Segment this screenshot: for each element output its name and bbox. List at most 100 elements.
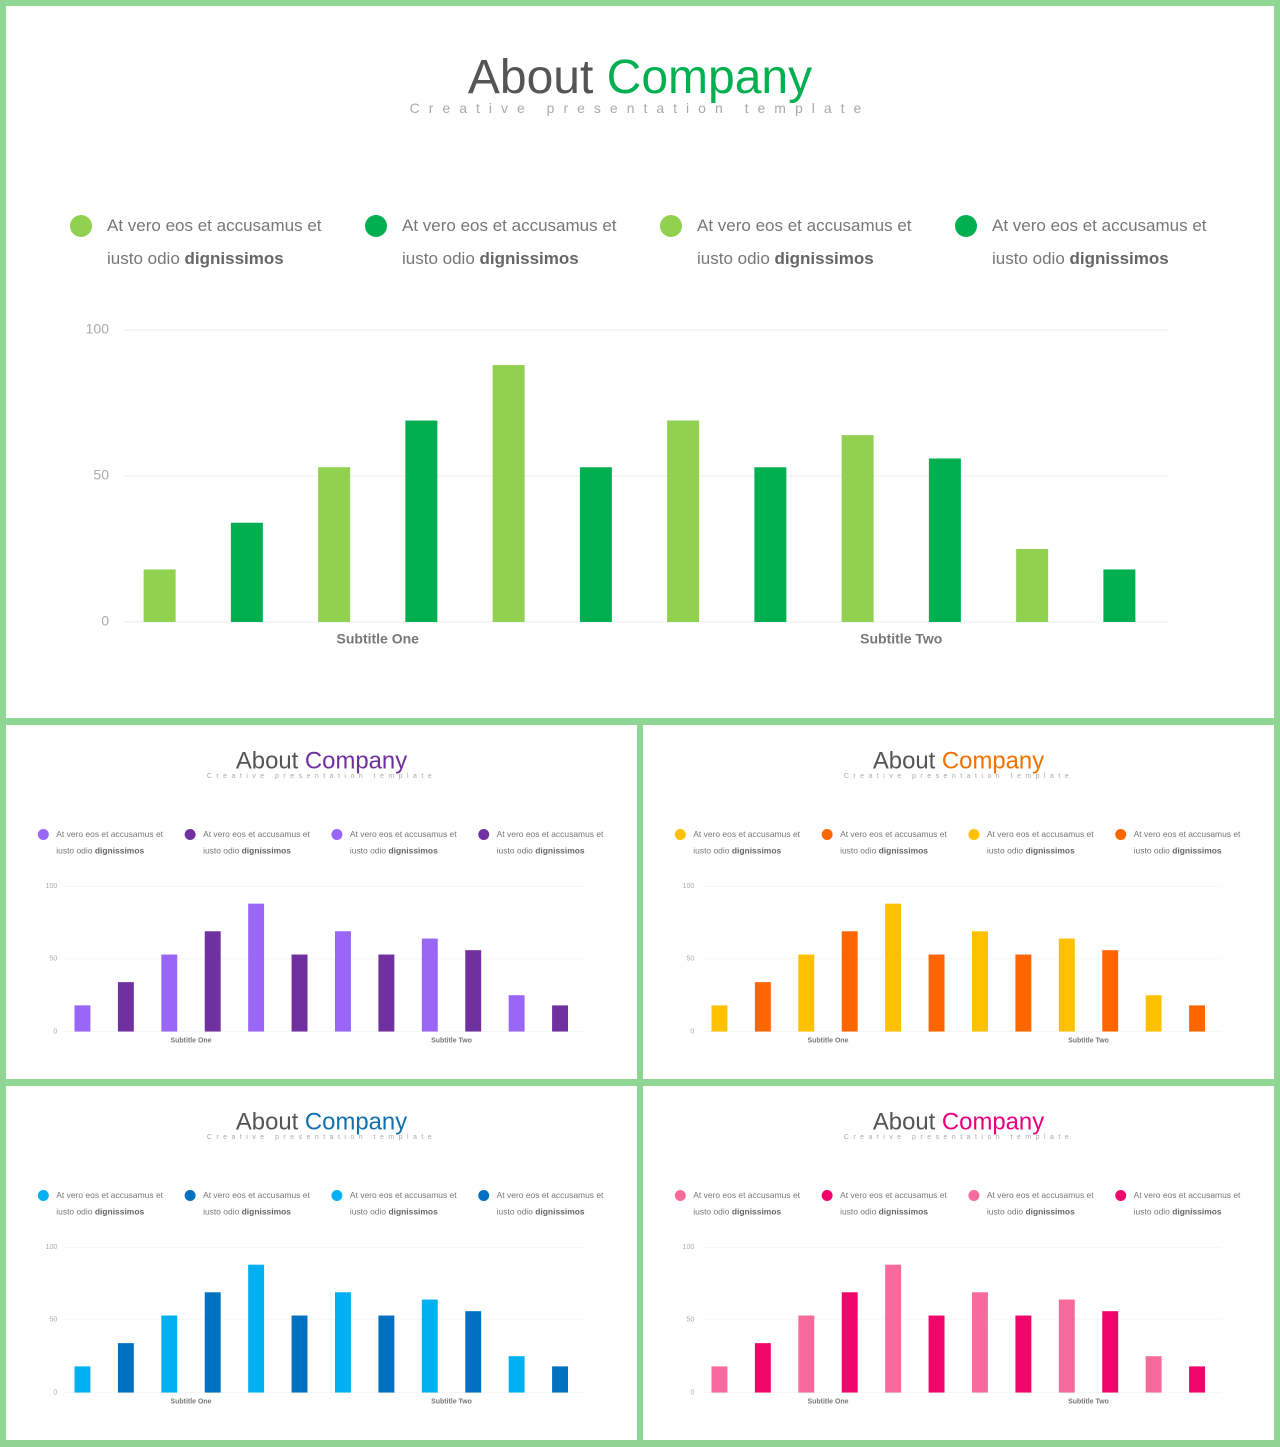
- legend-item: At vero eos et accusamus et iusto odio d…: [478, 1187, 616, 1220]
- legend-item: At vero eos et accusamus et iusto odio d…: [37, 826, 175, 859]
- slide-frame: About Company Creative presentation templ…: [6, 725, 637, 1079]
- legend-text: At vero eos et accusamus et iusto odio d…: [203, 1187, 315, 1220]
- legend-label: At vero eos et accusamus et iusto odio: [1133, 1190, 1241, 1217]
- bar: [1102, 950, 1119, 1032]
- bar: [334, 931, 351, 1032]
- legend-bold: dignissimos: [1025, 1206, 1075, 1217]
- legend-item: At vero eos et accusamus et iusto odio d…: [331, 826, 469, 859]
- bar: [1015, 954, 1032, 1032]
- title-accent: Company: [606, 51, 813, 104]
- bar: [971, 931, 988, 1032]
- y-tick-label: 100: [683, 883, 695, 890]
- bar: [928, 458, 961, 622]
- legend-label: At vero eos et accusamus et iusto odio: [349, 829, 457, 856]
- legend-dot: [478, 1190, 490, 1201]
- legend-item: At vero eos et accusamus et iusto odio d…: [955, 209, 1232, 275]
- bar: [885, 903, 902, 1032]
- bar: [405, 420, 438, 622]
- legend-text: At vero eos et accusamus et iusto odio d…: [987, 1187, 1099, 1220]
- y-tick-label: 100: [46, 883, 58, 890]
- legend-text: At vero eos et accusamus et iusto odio d…: [56, 826, 168, 859]
- legend-dot: [37, 829, 49, 840]
- bar: [74, 1366, 91, 1393]
- bar: [667, 420, 700, 622]
- legend-label: At vero eos et accusamus et iusto odio: [56, 829, 164, 856]
- title-text: About: [235, 1108, 299, 1135]
- bar: [334, 1292, 351, 1393]
- slide: About Company Creative presentation templ…: [6, 1086, 637, 1440]
- bar: [928, 1315, 945, 1393]
- y-tick-label: 0: [690, 1389, 694, 1396]
- bar: [1102, 1311, 1119, 1393]
- bar: [552, 1005, 569, 1032]
- slide-subtitle: Creative presentation template: [206, 1132, 437, 1141]
- bar: [117, 982, 134, 1032]
- legend-label: At vero eos et accusamus et iusto odio: [840, 1190, 947, 1217]
- bar: [1189, 1005, 1206, 1032]
- bar: [1145, 1356, 1162, 1393]
- y-tick-label: 50: [50, 1317, 58, 1324]
- bar: [711, 1005, 728, 1032]
- legend-label: At vero eos et accusamus et iusto odio: [203, 1190, 310, 1217]
- bar: [552, 1366, 569, 1393]
- legend-item: At vero eos et accusamus et iusto odio d…: [365, 209, 642, 275]
- x-tick-label: Subtitle One: [337, 631, 420, 647]
- legend-dot: [184, 1190, 196, 1201]
- slide-subtitle: Creative presentation template: [409, 100, 871, 116]
- legend-item: At vero eos et accusamus et iusto odio d…: [968, 826, 1106, 859]
- legend-dot: [365, 215, 387, 237]
- bar: [421, 1299, 438, 1393]
- legend-bold: dignissimos: [774, 249, 874, 268]
- legend-label: At vero eos et accusamus et iusto odio: [203, 829, 310, 856]
- legend-bold: dignissimos: [535, 845, 585, 856]
- bar: [204, 1292, 221, 1393]
- legend-label: At vero eos et accusamus et iusto odio: [402, 216, 617, 268]
- bar: [117, 1343, 134, 1393]
- legend-bold: dignissimos: [1172, 845, 1222, 856]
- title-accent: Company: [304, 1108, 408, 1135]
- legend-text: At vero eos et accusamus et iusto odio d…: [693, 826, 805, 859]
- slide: About Company Creative presentation templ…: [6, 725, 637, 1079]
- legend-item: At vero eos et accusamus et iusto odio d…: [1115, 826, 1253, 859]
- legend-dot: [955, 215, 977, 237]
- legend-label: At vero eos et accusamus et iusto odio: [697, 216, 912, 268]
- bar: [711, 1366, 728, 1393]
- bar: [421, 938, 438, 1032]
- legend-text: At vero eos et accusamus et iusto odio d…: [497, 1187, 609, 1220]
- legend-bold: dignissimos: [731, 845, 782, 856]
- title-text: About: [872, 747, 936, 774]
- title-accent: Company: [941, 747, 1045, 774]
- legend-bold: dignissimos: [388, 845, 438, 856]
- legend-label: At vero eos et accusamus et iusto odio: [986, 1190, 1094, 1217]
- bar: [318, 467, 351, 622]
- chart: 0 50 100 Subtitle One Subtitle Two: [46, 883, 585, 1044]
- legend-label: At vero eos et accusamus et iusto odio: [693, 1190, 801, 1217]
- bar: [798, 954, 815, 1032]
- legend-text: At vero eos et accusamus et iusto odio d…: [693, 1187, 805, 1220]
- legend-dot: [37, 1190, 49, 1201]
- legend-text: At vero eos et accusamus et iusto odio d…: [992, 209, 1217, 275]
- legend-label: At vero eos et accusamus et iusto odio: [986, 829, 1094, 856]
- legend-bold: dignissimos: [241, 845, 291, 856]
- bar: [291, 1315, 308, 1393]
- legend-dot: [821, 829, 833, 840]
- slide: About Company Creative presentation templ…: [643, 1086, 1274, 1440]
- legend-bold: dignissimos: [1025, 845, 1075, 856]
- bar: [798, 1315, 815, 1393]
- bar: [161, 1315, 178, 1393]
- title-text: About: [467, 51, 594, 104]
- legend-item: At vero eos et accusamus et iusto odio d…: [184, 826, 322, 859]
- legend-bold: dignissimos: [731, 1206, 782, 1217]
- legend-bold: dignissimos: [241, 1206, 291, 1217]
- legend-bold: dignissimos: [479, 249, 579, 268]
- bar: [508, 1356, 525, 1393]
- bar: [248, 1264, 265, 1393]
- title-text: About: [235, 747, 299, 774]
- bar: [74, 1005, 91, 1032]
- legend-bold: dignissimos: [878, 1206, 928, 1217]
- slide-title: About Company: [6, 747, 637, 775]
- legend-text: At vero eos et accusamus et iusto odio d…: [350, 826, 462, 859]
- x-tick-label: Subtitle Two: [1068, 1398, 1109, 1405]
- y-tick-label: 0: [53, 1028, 57, 1035]
- legend-bold: dignissimos: [535, 1206, 585, 1217]
